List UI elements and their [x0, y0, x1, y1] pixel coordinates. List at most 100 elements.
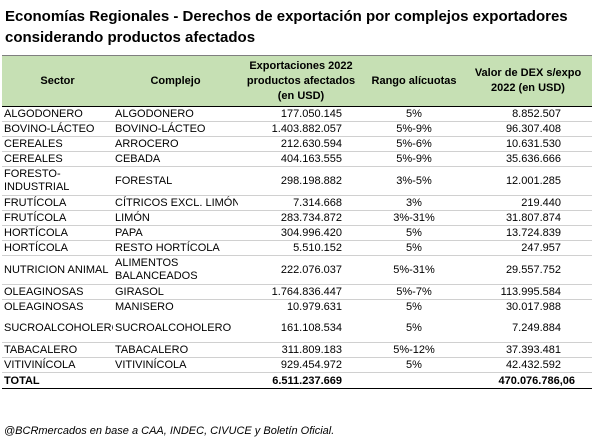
cell-dex: 113.995.584 [464, 284, 592, 300]
cell-rango: 5%-31% [364, 255, 464, 285]
header-sector: Sector [2, 55, 113, 107]
cell-dex: 30.017.988 [505, 300, 561, 313]
cell-dex: 29.557.752 [464, 255, 592, 285]
cell-rango: 5%-6% [364, 136, 464, 152]
cell-dex: 12.001.285 [464, 166, 592, 196]
cell-exportaciones: 304.996.420 [238, 225, 364, 241]
cell-sector: NUTRICION ANIMAL [2, 255, 113, 285]
cell-sector: HORTÍCOLA [2, 240, 113, 256]
cell-exportaciones: 222.076.037 [238, 255, 364, 285]
cell-dex: 13.724.839 [464, 225, 592, 241]
cell-rango: 5% [364, 240, 464, 256]
header-rango: Rango alícuotas [364, 55, 464, 107]
total-row: TOTAL 6.511.237.669 470.076.786,06 [2, 372, 592, 389]
total-label: TOTAL [2, 372, 113, 389]
cell-sector: OLEAGINOSAS [2, 284, 113, 300]
cell-complejo: VITIVINÍCOLA [113, 357, 238, 373]
title-line-2: considerando productos afectados [5, 29, 256, 46]
title-line-1: Economías Regionales - Derechos de expor… [5, 8, 568, 25]
total-rango-empty [364, 372, 464, 389]
cell-rango: 5%-12% [364, 342, 464, 358]
cell-dex: 37.393.481 [464, 342, 592, 358]
cell-sector: HORTÍCOLA [2, 225, 113, 241]
table-row: NUTRICION ANIMAL ALIMENTOS BALANCEADOS 2… [2, 255, 592, 285]
cell-exportaciones: 161.108.534 [238, 314, 364, 343]
cell-rango: 5%-9% [364, 151, 464, 167]
cell-complejo: ALGODONERO [113, 106, 238, 122]
cell-sector: BOVINO-LÁCTEO [2, 121, 113, 137]
cell-complejo: TABACALERO [113, 342, 238, 358]
cell-rango: 5% [364, 106, 464, 122]
header-row: Sector Complejo Exportaciones 2022 produ… [2, 55, 592, 107]
cell-dex: 96.307.408 [464, 121, 592, 137]
cell-dex: 31.807.874 [464, 210, 592, 226]
cell-sector: FORESTO-INDUSTRIAL [2, 166, 113, 196]
cell-rango: 5% [364, 357, 464, 373]
cell-rango: 5% [406, 300, 422, 313]
cell-complejo: LIMÓN [113, 210, 238, 226]
cell-exportaciones: 929.454.972 [238, 357, 364, 373]
table-row: FRUTÍCOLA LIMÓN 283.734.872 3%-31% 31.80… [2, 210, 592, 226]
cell-dex: 219.440 [464, 195, 592, 211]
cell-exportaciones: 5.510.152 [238, 240, 364, 256]
table-row: SUCROALCOHOLERO SUCROALCOHOLERO 161.108.… [2, 314, 592, 343]
table-row: TABACALERO TABACALERO 311.809.183 5%-12%… [2, 342, 592, 358]
cell-complejo: PAPA [113, 225, 238, 241]
cell-exportaciones: 212.630.594 [238, 136, 364, 152]
cell-complejo: SUCROALCOHOLERO [113, 314, 238, 343]
source-note: @BCRmercados en base a CAA, INDEC, CIVUC… [4, 425, 335, 437]
cell-exportaciones: 10.979.631 [286, 300, 342, 313]
cell-complejo: FORESTAL [113, 166, 238, 196]
cell-sector: ALGODONERO [2, 106, 113, 122]
header-dex: Valor de DEX s/expo 2022 (en USD) [464, 55, 592, 107]
cell-exportaciones: 1.764.836.447 [238, 284, 364, 300]
cell-complejo: MANISERO [115, 300, 174, 313]
cell-exportaciones: 7.314.668 [238, 195, 364, 211]
cell-rango: 5%-7% [364, 284, 464, 300]
cell-rango: 5%-9% [364, 121, 464, 137]
cell-rango: 3%-31% [364, 210, 464, 226]
cell-sector: VITIVINÍCOLA [2, 357, 113, 373]
cell-sector: CEREALES [2, 136, 113, 152]
cell-exportaciones: 177.050.145 [238, 106, 364, 122]
cell-sector: FRUTÍCOLA [2, 195, 113, 211]
table-row: OLEAGINOSAS GIRASOL 1.764.836.447 5%-7% … [2, 284, 592, 300]
cell-dex: 7.249.884 [464, 314, 592, 343]
cell-exportaciones: 298.198.882 [238, 166, 364, 196]
cell-sector: TABACALERO [2, 342, 113, 358]
cell-exportaciones: 1.403.882.057 [238, 121, 364, 137]
table-row: CEREALES ARROCERO 212.630.594 5%-6% 10.6… [2, 136, 592, 152]
cell-sector: SUCROALCOHOLERO [2, 314, 113, 343]
total-complejo-empty [113, 372, 238, 389]
cell-complejo: ALIMENTOS BALANCEADOS [113, 255, 238, 285]
cell-dex: 247.957 [464, 240, 592, 256]
cell-rango: 5% [364, 225, 464, 241]
total-exportaciones: 6.511.237.669 [238, 372, 364, 389]
header-complejo: Complejo [113, 55, 238, 107]
table-row: ALGODONERO ALGODONERO 177.050.145 5% 8.8… [2, 106, 592, 122]
cell-complejo: BOVINO-LÁCTEO [113, 121, 238, 137]
page-title: Economías Regionales - Derechos de expor… [5, 6, 591, 48]
cell-dex: 8.852.507 [464, 106, 592, 122]
table-row: BOVINO-LÁCTEO BOVINO-LÁCTEO 1.403.882.05… [2, 121, 592, 137]
cell-sector: CEREALES [2, 151, 113, 167]
cell-rango: 3%-5% [364, 166, 464, 196]
cell-complejo: RESTO HORTÍCOLA [113, 240, 238, 256]
cell-rango: 3% [364, 195, 464, 211]
cell-dex: 42.432.592 [464, 357, 592, 373]
cell-exportaciones: 311.809.183 [238, 342, 364, 358]
cell-complejo: CÍTRICOS EXCL. LIMÓN [113, 195, 238, 211]
cell-complejo: ARROCERO [113, 136, 238, 152]
table-row: FRUTÍCOLA CÍTRICOS EXCL. LIMÓN 7.314.668… [2, 195, 592, 211]
table-row: HORTÍCOLA RESTO HORTÍCOLA 5.510.152 5% 2… [2, 240, 592, 256]
cell-dex: 35.636.666 [464, 151, 592, 167]
table-row: VITIVINÍCOLA VITIVINÍCOLA 929.454.972 5%… [2, 357, 592, 373]
cell-rango: 5% [364, 314, 464, 343]
table-row: OLEAGINOSAS MANISERO 10.979.631 5% 30.01… [2, 300, 592, 315]
table-row: CEREALES CEBADA 404.163.555 5%-9% 35.636… [2, 151, 592, 167]
cell-exportaciones: 404.163.555 [238, 151, 364, 167]
cell-sector: OLEAGINOSAS [4, 300, 84, 313]
cell-complejo: GIRASOL [113, 284, 238, 300]
cell-exportaciones: 283.734.872 [238, 210, 364, 226]
cell-dex: 10.631.530 [464, 136, 592, 152]
